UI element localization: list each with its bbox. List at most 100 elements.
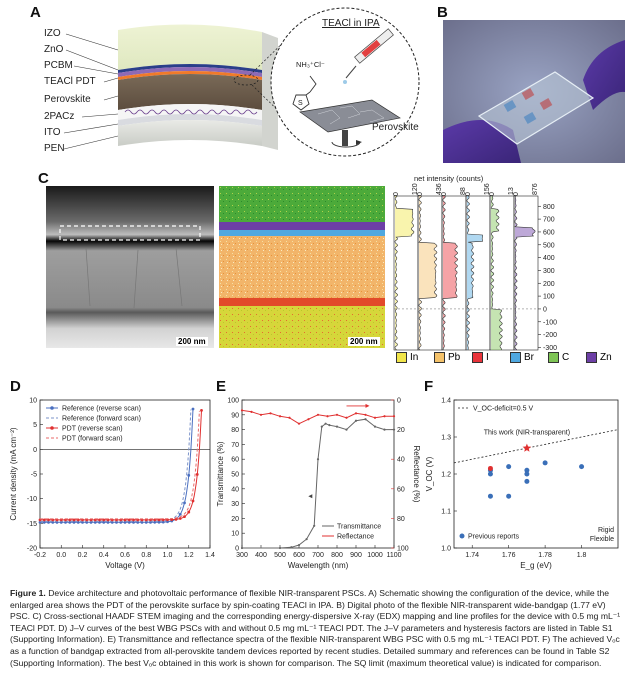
jv-marker-2 [42,518,46,522]
legend-label-0: Reference (reverse scan) [62,406,141,413]
profile-ytick-label: 800 [543,204,555,211]
profile-ytick-label: 500 [543,242,555,249]
inset-sulfur: S [298,100,303,107]
x-axis-title: Voltage (V) [105,561,145,570]
inset-formula: NH₃⁺Cl⁻ [296,60,325,69]
profile-tick-min-br: 0 [465,192,472,196]
transmittance-point [328,424,331,427]
scalebar-right: 200 nm [348,337,380,346]
top-axis-title: net intensity (counts) [414,174,484,183]
jv-marker-2 [127,518,131,522]
syringe-icon [343,28,394,84]
jv-marker-2 [200,408,203,412]
legend-text: C [562,352,570,363]
y2-tick-label: 60 [397,486,405,493]
reflectance-point [297,422,301,425]
jv-marker-2 [157,518,161,522]
x-tick-label: -0.2 [34,552,46,559]
y-tick-label: 100 [227,398,239,405]
legend-text: Zn [600,352,612,363]
jv-marker-0 [187,473,191,477]
layer-label-2pacz: 2PACz [44,111,75,122]
profile-fill-zn [515,196,536,350]
legend-marker-2 [50,426,54,430]
legend-marker-0 [50,406,54,410]
zoom-region-box [59,225,201,241]
y2-tick-label: 80 [397,516,405,523]
reflectance-point [316,413,320,416]
legend-item-zn: Zn [586,352,612,363]
transmittance-point [392,428,396,431]
x-tick-label: 1.2 [184,552,194,559]
device-photo [443,20,625,163]
y-tick-label: 30 [231,501,239,508]
panel-d-label: D [10,378,21,395]
y-tick-label: 0 [33,447,37,454]
transmittance-point [240,546,244,550]
legend-item-i: I [472,352,489,363]
x-tick-label: 900 [350,552,362,559]
x-tick-label: 800 [331,552,343,559]
profile-line-c [490,195,503,350]
x-tick-label: 1.8 [577,552,587,559]
device-stack-illustration [63,7,420,157]
profile-tick-max-pb: 436 [436,183,443,195]
rigid-point [506,464,512,470]
caption-lead: Figure 1. [10,588,46,598]
rigid-point [506,493,512,499]
edx-map [219,186,385,348]
legend-label-reflectance: Reflectance [337,534,374,541]
y-tick-label: 10 [29,398,37,405]
y-tick-label: 1.4 [441,398,451,405]
transmittance-point [297,543,301,547]
panel-a-label: A [30,4,41,21]
x-tick-label: 0.4 [99,552,109,559]
teacl-layer [118,71,262,80]
jv-marker-0 [102,520,106,524]
legend-item-in: In [396,352,418,363]
transmittance-point [373,425,377,428]
jv-marker-0 [178,512,182,516]
y-tick-label: 50 [231,472,239,479]
y-axis-title: Transmittance (%) [216,441,225,506]
previous-reports-marker [459,533,465,539]
x-tick-label: 1.76 [502,552,516,559]
reflectance-point [307,418,310,421]
2pacz-layer [118,104,262,120]
legend-text: Pb [448,352,461,363]
reflectance-point [288,416,291,419]
reflectance-point [373,416,377,419]
jv-marker-2 [187,510,191,514]
voc-deficit-label: V_OC-deficit=0.5 V [473,406,533,413]
profile-tick-min-i: 0 [441,192,448,196]
transmittance-point [335,425,339,428]
x-tick-label: 0.6 [120,552,130,559]
profile-tick-min-c: 0 [489,192,496,196]
previous-reports-label: Previous reports [468,534,519,541]
profile-tick-max-i: 88 [460,187,467,195]
y-tick-label: 1.0 [441,546,451,553]
reflectance-point [354,412,358,415]
profile-tick-min-in: 0 [393,192,400,196]
rigid-point [487,493,493,499]
layer-label-teacl: TEACl PDT [44,76,96,87]
transmittance-point [313,524,316,527]
flexible-cell [477,71,595,145]
layer-label-perovskite: Perovskite [44,94,91,105]
zno-layer [118,64,262,73]
y2-tick-label: 0 [397,398,401,405]
reflectance-point [326,415,329,418]
x-tick-label: 0.0 [56,552,66,559]
profile-ytick-label: 600 [543,229,555,236]
legend-swatch [586,352,597,363]
spectra-chart: 300 400 500 600 700 800 900 1000 110010090807060… [216,398,421,571]
rigid-point [524,467,530,473]
perovskite-substrate [299,99,401,133]
legend-swatch [472,352,483,363]
profile-tick-max-zn: 876 [532,183,539,195]
y-tick-label: 0 [235,546,239,553]
legend-item-pb: Pb [434,352,460,363]
panel-a: IZO ZnO PCBM TEACl PDT Perovskite 2PACz … [0,0,434,165]
x-axis-title: E_g (eV) [520,561,552,570]
x-axis-title: Wavelength (nm) [288,561,349,570]
